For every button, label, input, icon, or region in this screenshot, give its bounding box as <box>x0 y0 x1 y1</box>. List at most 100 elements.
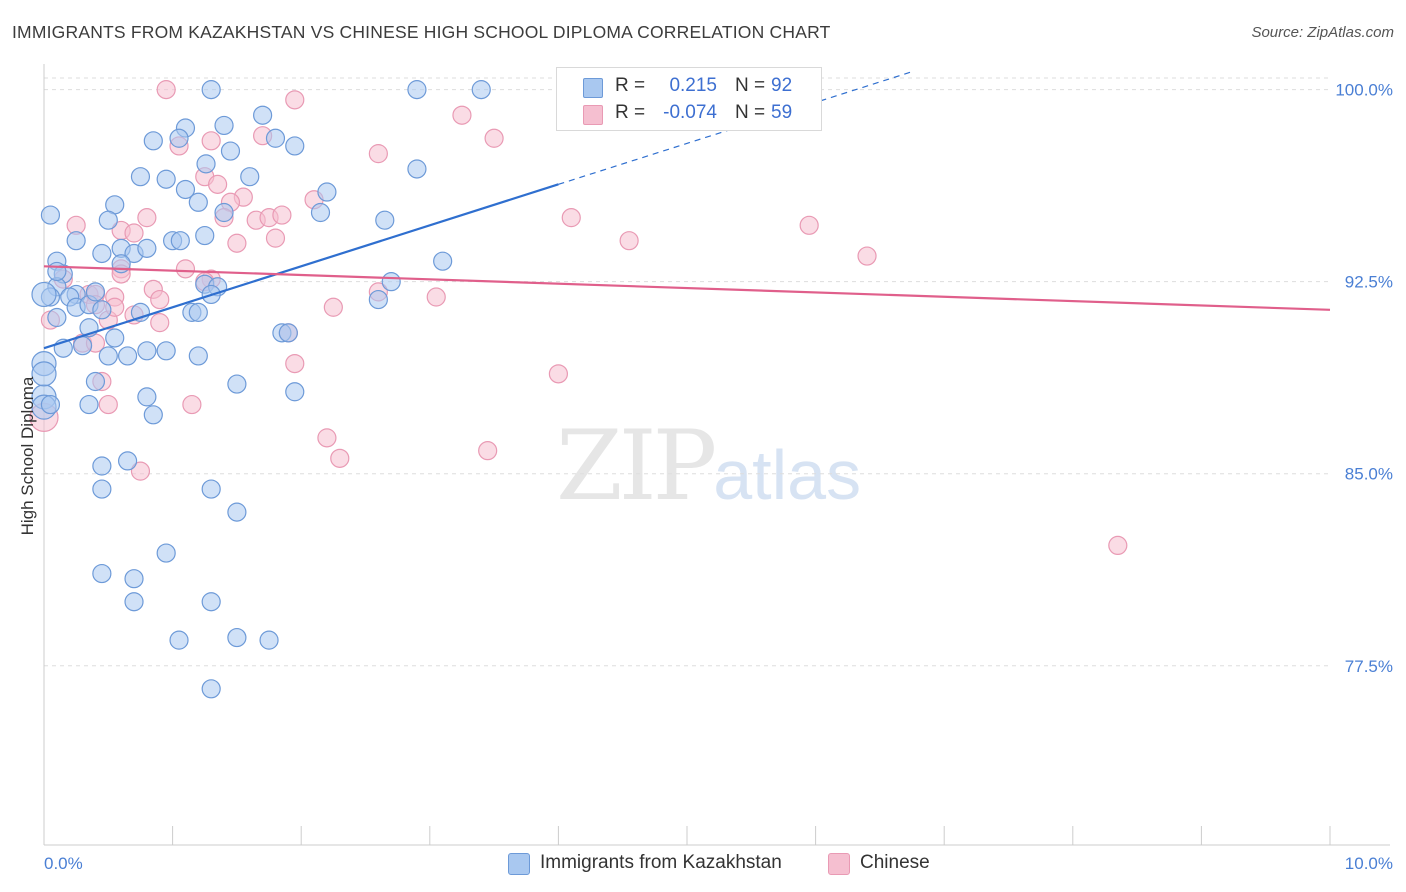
kazakhstan-point <box>169 630 189 650</box>
bottom-legend-swatch-pink <box>828 853 850 875</box>
kazakhstan-point <box>201 479 221 499</box>
kazakhstan-point <box>143 405 163 425</box>
chinese-point <box>208 174 228 194</box>
kazakhstan-point <box>85 371 106 392</box>
watermark-atlas: atlas <box>713 436 862 514</box>
chinese-point <box>285 90 305 110</box>
x-tick-label: 10.0% <box>1345 854 1393 873</box>
y-tick-label: 77.5% <box>1345 657 1393 676</box>
chinese-point <box>619 231 639 251</box>
kazakhstan-point <box>214 202 234 223</box>
kazakhstan-point <box>66 231 86 251</box>
watermark-zip: ZIP <box>556 410 717 522</box>
chinese-point <box>368 144 388 164</box>
legend-swatch-blue <box>583 78 603 98</box>
y-axis-label: High School Diploma <box>18 376 37 536</box>
chinese-point <box>156 80 176 100</box>
y-tick-label: 85.0% <box>1345 465 1393 484</box>
kazakhstan-point <box>169 128 189 148</box>
kazakhstan-point <box>92 243 112 264</box>
kazakhstan-point <box>253 105 273 125</box>
kazakhstan-point <box>201 592 221 612</box>
kazakhstan-point <box>407 159 427 179</box>
kazakhstan-point <box>214 115 234 136</box>
legend-r-value-blue: 0.215 <box>669 75 717 96</box>
kazakhstan-point <box>124 569 144 589</box>
chinese-point <box>150 289 170 310</box>
kazakhstan-point <box>240 167 260 187</box>
chinese-point <box>272 205 292 225</box>
chinese-point <box>452 105 472 125</box>
kazakhstan-point <box>137 387 157 407</box>
kazakhstan-point <box>130 167 151 187</box>
kazakhstan-point <box>175 179 196 200</box>
legend-r-value-pink: -0.074 <box>663 102 717 123</box>
stats-legend: R = 0.215 N = 92 R = -0.074 N = 59 <box>556 67 822 131</box>
chinese-point <box>201 131 221 151</box>
kazakhstan-point <box>124 592 144 612</box>
chinese-point <box>561 208 581 228</box>
kazakhstan-point <box>227 502 247 522</box>
legend-n-label: N = <box>735 102 766 123</box>
kazakhstan-point <box>170 231 190 251</box>
kazakhstan-point <box>381 272 401 292</box>
legend-swatch-pink <box>583 105 603 125</box>
chinese-point <box>265 228 286 248</box>
kazakhstan-point <box>259 630 279 650</box>
bottom-legend-label-kazakhstan: Immigrants from Kazakhstan <box>540 852 782 873</box>
y-tick-label: 92.5% <box>1345 273 1393 292</box>
kazakhstan-point <box>196 154 216 174</box>
bottom-legend-swatch-blue <box>508 853 530 875</box>
chinese-point <box>182 394 202 415</box>
kazakhstan-point <box>201 80 221 100</box>
kazakhstan-point <box>92 456 112 476</box>
legend-row-kazakhstan: R = 0.215 N = 92 <box>557 73 821 99</box>
kazakhstan-point <box>98 210 118 230</box>
chinese-point <box>484 128 504 148</box>
chinese-point <box>130 461 151 481</box>
chinese-point <box>285 353 305 374</box>
chinese-point <box>227 233 247 253</box>
kazakhstan-point <box>285 382 305 402</box>
legend-n-label: N = <box>735 75 766 96</box>
kazakhstan-point <box>220 141 241 161</box>
kazakhstan-trend-line <box>43 183 559 350</box>
kazakhstan-point <box>40 205 61 225</box>
kazakhstan-point <box>278 323 298 343</box>
kazakhstan-point <box>156 543 176 563</box>
kazakhstan-point <box>98 346 118 366</box>
chinese-point <box>317 428 337 448</box>
chinese-point <box>799 215 819 235</box>
kazakhstan-point <box>47 261 67 282</box>
chinese-point <box>1108 535 1128 556</box>
kazakhstan-point <box>79 394 99 415</box>
chinese-point <box>175 259 196 279</box>
y-tick-label: 100.0% <box>1335 81 1393 100</box>
kazakhstan-point <box>317 182 337 202</box>
chinese-point <box>150 313 170 333</box>
chinese-point <box>426 287 446 307</box>
chinese-point <box>98 394 118 415</box>
chinese-point <box>137 208 157 228</box>
kazakhstan-point <box>40 394 61 415</box>
kazakhstan-point <box>188 302 208 322</box>
kazakhstan-point <box>285 136 305 156</box>
kazakhstan-point <box>31 361 57 387</box>
kazakhstan-point <box>72 336 93 356</box>
legend-row-chinese: R = -0.074 N = 59 <box>557 100 821 126</box>
kazakhstan-point <box>156 169 176 189</box>
kazakhstan-point <box>137 341 157 361</box>
kazakhstan-point <box>117 451 138 471</box>
kazakhstan-point <box>375 210 395 230</box>
kazakhstan-point <box>310 202 331 223</box>
legend-n-value-blue: 92 <box>771 75 793 96</box>
kazakhstan-point <box>201 679 221 699</box>
kazakhstan-point <box>105 328 125 348</box>
bottom-legend-label-chinese: Chinese <box>860 852 930 873</box>
kazakhstan-point <box>265 128 286 148</box>
chinese-point <box>330 448 350 468</box>
kazakhstan-point <box>92 479 112 499</box>
kazakhstan-trend-extension <box>558 71 913 185</box>
kazakhstan-point <box>117 346 138 366</box>
